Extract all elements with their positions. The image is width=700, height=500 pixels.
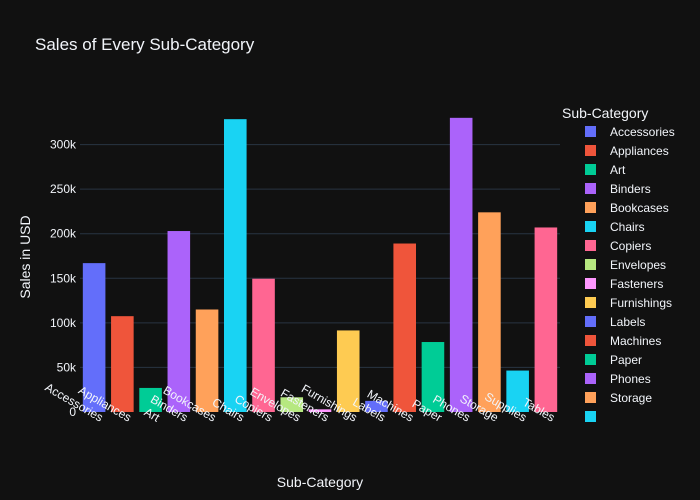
- bar-fasteners: [308, 409, 332, 412]
- legend-swatch: [585, 354, 596, 365]
- legend-item: Copiers: [610, 239, 651, 253]
- legend-item: Paper: [610, 353, 642, 367]
- legend-item: Accessories: [610, 125, 675, 139]
- bar-tables: [534, 227, 558, 412]
- bar-binders: [167, 231, 191, 412]
- legend-item: Furnishings: [610, 296, 672, 310]
- legend-item: Machines: [610, 334, 661, 348]
- bar-labels: [365, 400, 388, 412]
- bars: [82, 117, 558, 413]
- bar-phones: [449, 117, 473, 412]
- legend-swatch: [585, 335, 596, 346]
- y-tick-label: 100k: [50, 316, 77, 330]
- y-tick-labels: 0 50k 100k 150k 200k 250k 300k: [50, 138, 77, 419]
- bar-chairs: [224, 119, 247, 413]
- legend-item: Art: [610, 163, 626, 177]
- bar-machines: [393, 243, 416, 412]
- gridlines: [80, 144, 560, 368]
- legend-swatch: [585, 316, 596, 327]
- bar-art: [139, 387, 162, 412]
- y-tick-label: 0: [69, 405, 76, 419]
- bar-storage: [478, 212, 501, 412]
- legend-item: Bookcases: [610, 201, 669, 215]
- legend-swatch: [585, 259, 596, 270]
- legend-item: Appliances: [610, 144, 669, 158]
- legend-swatch: [585, 373, 596, 384]
- x-axis-label: Sub-Category: [277, 474, 363, 490]
- legend-swatch: [585, 164, 596, 175]
- y-axis-label: Sales in USD: [17, 215, 33, 298]
- legend-swatch: [585, 183, 596, 194]
- legend-swatch: [585, 278, 596, 289]
- legend-swatch: [585, 297, 596, 308]
- bar-accessories: [82, 263, 106, 412]
- legend-item: Labels: [610, 315, 645, 329]
- legend-swatch: [585, 145, 596, 156]
- legend-swatch: [585, 240, 596, 251]
- legend-swatch: [585, 221, 596, 232]
- y-tick-label: 50k: [57, 360, 77, 374]
- bar-supplies: [506, 370, 529, 412]
- legend-swatch: [585, 202, 596, 213]
- bar-copiers: [252, 278, 275, 412]
- chart-title: Sales of Every Sub-Category: [35, 35, 255, 54]
- x-tick-label: Art: [142, 405, 163, 425]
- bar-bookcases: [195, 309, 219, 412]
- bar-paper: [421, 342, 445, 412]
- y-tick-label: 300k: [50, 138, 77, 152]
- legend-item: Storage: [610, 391, 652, 405]
- legend-item: Chairs: [610, 220, 645, 234]
- legend-title: Sub-Category: [562, 105, 648, 121]
- legend-item: Envelopes: [610, 258, 666, 272]
- y-tick-label: 250k: [50, 182, 77, 196]
- legend-swatch: [585, 411, 596, 422]
- bar-furnishings: [336, 330, 360, 412]
- y-tick-label: 150k: [50, 271, 77, 285]
- legend-swatch: [585, 392, 596, 403]
- legend-item: Phones: [610, 372, 651, 386]
- legend-swatch: [585, 126, 596, 137]
- legend-item: Fasteners: [610, 277, 663, 291]
- legend: Sub-Category Accessories Appliances Art Bin…: [562, 105, 675, 422]
- y-tick-label: 200k: [50, 227, 77, 241]
- bar-envelopes: [280, 397, 304, 412]
- bar-appliances: [111, 316, 134, 412]
- legend-item: Binders: [610, 182, 651, 196]
